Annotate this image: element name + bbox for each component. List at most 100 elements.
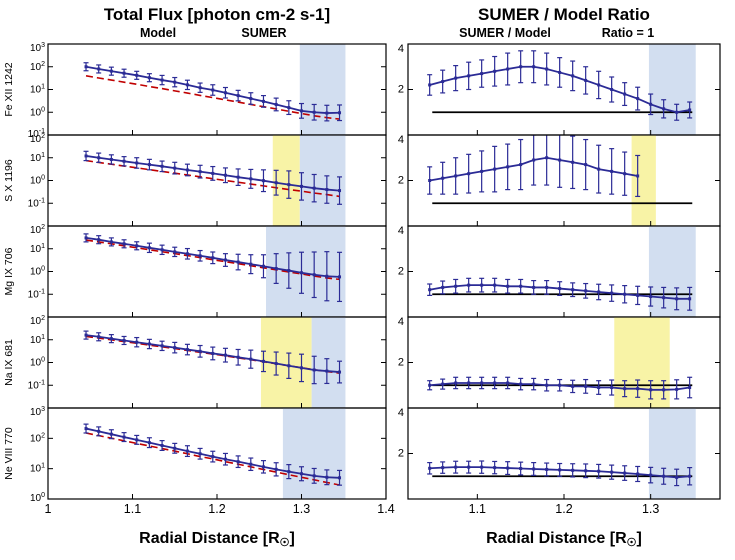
ratio-point	[519, 284, 523, 288]
sumer-point	[122, 159, 126, 163]
ratio-point	[545, 383, 549, 387]
ratio-point	[519, 467, 523, 471]
ratio-point	[558, 468, 562, 472]
ratio-point	[467, 465, 471, 469]
y-tick-label: 102	[30, 432, 45, 444]
blue-band	[311, 317, 346, 408]
sumer-point	[185, 252, 189, 256]
ratio-point	[532, 382, 536, 386]
sumer-point	[109, 432, 113, 436]
ratio-point	[428, 179, 432, 182]
ratio-point	[662, 388, 666, 392]
yellow-band	[614, 317, 670, 408]
ratio-point	[441, 285, 445, 289]
sumer-point	[160, 78, 164, 82]
sumer-point	[135, 244, 139, 248]
ratio-point	[428, 383, 432, 387]
flux-panel-4: 103 102 101 100 Ne VIII 770	[3, 406, 387, 504]
ratio-point	[493, 167, 497, 171]
ratio-point	[688, 297, 692, 301]
x-tick-labels: 1 1.1 1.2 1.3 1.4 1.1 1.2 1.3	[45, 502, 660, 516]
ratio-point	[597, 167, 601, 171]
ratio-point	[636, 97, 640, 101]
y-tick-label: 102	[30, 315, 45, 327]
ratio-point	[675, 475, 679, 479]
xlabel-left: Radial Distance [R☉]	[139, 530, 295, 549]
y-tick-label: 4	[398, 43, 404, 55]
sumer-point	[147, 163, 151, 167]
sumer-point	[135, 438, 139, 442]
ratio-point	[623, 387, 627, 391]
y-tick-label: 103	[30, 406, 45, 418]
ratio-panel-0: 24	[398, 43, 721, 136]
sumer-point	[300, 109, 303, 113]
ratio-point	[519, 65, 523, 69]
sumer-point	[84, 154, 88, 158]
sumer-point	[312, 368, 316, 372]
blue-band	[648, 226, 696, 317]
sumer-point	[325, 274, 329, 278]
right-title: SUMER / Model Ratio	[478, 5, 650, 24]
ratio-point	[441, 176, 445, 180]
sumer-point	[185, 83, 189, 87]
sumer-point	[274, 267, 278, 271]
ratio-point	[571, 74, 575, 78]
ratio-point	[532, 65, 536, 69]
sumer-point	[236, 94, 240, 98]
sumer-point	[211, 256, 215, 260]
ratio-point	[597, 469, 601, 473]
y-tick-label: 2	[398, 448, 404, 460]
sumer-point	[198, 170, 202, 174]
ratio-panel-3: 24	[398, 316, 721, 409]
y-tick-label: 103	[30, 42, 45, 54]
row-label: Fe XII 1242	[3, 62, 15, 116]
sumer-point	[173, 80, 177, 84]
ratio-point	[545, 467, 549, 471]
sumer-point	[109, 157, 113, 161]
sumer-point	[274, 362, 278, 366]
sumer-point	[312, 273, 316, 277]
sumer-point	[147, 342, 151, 346]
sumer-point	[198, 86, 202, 90]
sumer-point	[84, 65, 88, 69]
ratio-point	[480, 381, 484, 385]
ratio-point	[688, 474, 692, 478]
sumer-point	[274, 181, 278, 185]
x-tick-label: 1.3	[293, 502, 310, 516]
sumer-point	[274, 467, 278, 471]
sumer-point	[173, 446, 177, 450]
ratio-point	[662, 107, 666, 111]
x-tick-label: 1.2	[555, 502, 572, 516]
sumer-point	[338, 275, 342, 279]
ratio-point	[649, 473, 653, 477]
sumer-point	[109, 240, 113, 244]
flux-panel-3: 102 101 100 10-1 Na IX 681	[3, 315, 387, 409]
yellow-band	[272, 135, 300, 226]
sumer-point	[223, 353, 227, 357]
ratio-point	[584, 384, 588, 388]
sumer-point	[261, 264, 265, 268]
sumer-point	[223, 91, 227, 95]
sumer-point	[84, 333, 88, 337]
ratio-point	[493, 466, 497, 470]
ratio-point	[558, 70, 562, 74]
sumer-point	[211, 351, 215, 355]
ratio-point	[480, 465, 484, 469]
sumer-point	[300, 271, 303, 275]
sumer-point	[198, 452, 202, 456]
y-tick-label: 4	[398, 225, 404, 237]
ratio-point	[675, 387, 679, 391]
blue-band	[282, 408, 346, 499]
y-tick-label: 102	[30, 61, 45, 73]
y-tick-label: 102	[30, 224, 45, 236]
ratio-point	[441, 382, 445, 386]
sumer-point	[300, 184, 303, 188]
sumer-point	[173, 250, 177, 254]
y-tick-label: 10-1	[28, 288, 45, 300]
y-tick-label: 4	[398, 316, 404, 328]
legend-sumer: SUMER	[241, 26, 286, 40]
sumer-point	[261, 99, 265, 103]
ratio-point	[506, 165, 510, 169]
ratio-point	[636, 293, 640, 297]
